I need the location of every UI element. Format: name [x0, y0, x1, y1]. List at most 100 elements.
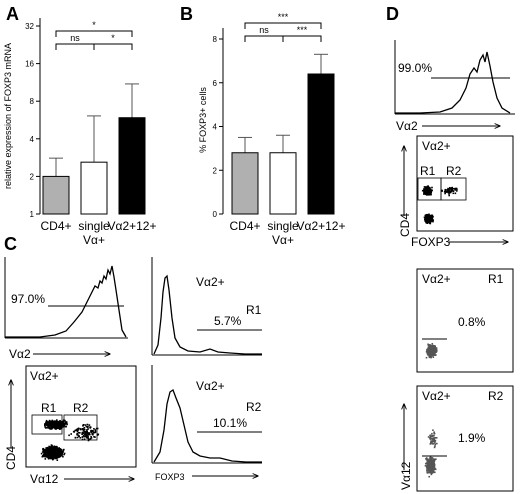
dot-c-low-890	[48, 452, 51, 454]
dot-dr2-up-57	[435, 437, 438, 439]
dot-dr2-292	[433, 468, 436, 470]
bar-chart-a: relative expression of FOXP3 mRNA 1 2 4 8 16…	[3, 18, 156, 247]
dot-dr1-387	[428, 356, 431, 359]
dot-dr2-272	[430, 457, 433, 459]
dot-d-hi-232	[428, 188, 430, 190]
dot-c-low-871	[50, 453, 53, 456]
dot-c-r-119	[51, 419, 54, 422]
dot-c-r-489	[58, 420, 60, 423]
y-axis-label-dot-d: CD4	[398, 213, 412, 237]
dot-d-hi-211	[424, 189, 427, 191]
dot-c-low-226	[41, 451, 44, 453]
dot-c-sparse-113	[91, 430, 94, 433]
dot-c-sparse-67	[81, 433, 84, 435]
dot-dr1-125	[435, 351, 438, 353]
dot-d-r2-16	[446, 190, 448, 193]
dot-c-sparse-78	[79, 432, 81, 434]
gate-label-r2-d: Vα2+	[422, 389, 451, 403]
dot-c-r-493	[50, 427, 52, 429]
dot-d-hi-35	[421, 189, 424, 192]
dot-dr2-354	[428, 468, 430, 471]
dot-c-low-510	[45, 447, 47, 449]
dot-c-low-803	[43, 453, 45, 455]
dot-c-low-776	[53, 456, 56, 458]
dot-c-low-854	[53, 448, 55, 450]
dot-c-low-886	[54, 448, 57, 451]
dot-c-sparse-100	[92, 433, 94, 436]
dot-c-low-868	[49, 450, 51, 452]
dot-c-sparse-46	[84, 435, 87, 438]
dot-d-r2-38	[454, 187, 457, 190]
dot-c-sparse-50	[74, 429, 76, 432]
dot-c-r-549	[52, 426, 54, 428]
panel-letter-a: A	[6, 4, 19, 24]
dot-c-sparse-59	[85, 431, 88, 434]
dot-c-sparse-97	[74, 436, 77, 439]
category-label-0-2: Vα2+12+	[108, 219, 157, 233]
dot-c-r-400	[49, 428, 51, 430]
bar-1-0	[231, 152, 259, 215]
dot-d-r2-59	[447, 189, 449, 192]
dot-c-low-743	[59, 452, 62, 455]
dot-dr2-347	[429, 471, 431, 473]
gate-label-r2-c: Vα2+	[196, 379, 225, 393]
dot-d-hi-238	[424, 191, 426, 193]
dot-c-r-277	[58, 427, 61, 429]
dot-c-low-402	[40, 452, 43, 455]
dot-d-low-271	[431, 216, 434, 219]
dot-c-sparse-110	[87, 425, 89, 428]
dot-d-hi-223	[428, 186, 431, 189]
dot-c-sparse-18	[83, 438, 86, 440]
significance-bracket-0-2	[55, 30, 133, 37]
dot-c-r-544	[60, 423, 62, 425]
region-label-r1-d-plot: R1	[488, 272, 504, 286]
dot-dr1-398	[432, 352, 435, 354]
dot-dr2-343	[425, 462, 427, 465]
dot-dr2-131	[433, 459, 436, 462]
dot-d-r2-40	[449, 187, 452, 190]
dot-d-hi-257	[426, 189, 428, 192]
dot-c-r-539	[54, 423, 56, 425]
dot-c-r-543	[53, 425, 56, 428]
dot-d-hi-89	[426, 194, 428, 196]
bar-chart-b: % FOXP3+ cells 0 2 4 6 8 CD4+ singleVα+Vα2+12+…	[198, 12, 345, 247]
dot-c-r-538	[51, 427, 53, 430]
dot-c-sparse-62	[84, 435, 86, 438]
dot-c-r-81	[66, 422, 68, 424]
dot-dr1-419	[430, 349, 432, 352]
dot-dr1-408	[431, 354, 434, 356]
dot-c-r-499	[58, 421, 61, 424]
dot-dr2-388	[431, 464, 434, 466]
dot-c-r-32	[65, 422, 67, 424]
region-label-r1-d: R1	[420, 164, 436, 178]
region-label-hist-r2-c: R2	[246, 400, 262, 414]
dot-c-sparse-116	[83, 424, 85, 426]
dot-d-hi-225	[431, 189, 433, 192]
dot-c-sparse-89	[76, 428, 79, 430]
dot-dr1-367	[426, 350, 429, 352]
dot-c-r-424	[62, 424, 65, 427]
dot-d-hi-258	[424, 192, 426, 194]
y-tick-label-0-5: 32	[25, 22, 34, 31]
dot-c-sparse-102	[88, 433, 90, 435]
dot-c-low-865	[61, 455, 63, 457]
dot-c-low-18	[63, 452, 66, 455]
dot-dr2-355	[432, 470, 435, 472]
dot-dr2-378	[428, 475, 430, 478]
dot-c-sparse-115	[83, 433, 86, 436]
dot-c-r-511	[49, 421, 51, 423]
dot-dr1-298	[427, 344, 430, 346]
dot-c-r-420	[51, 422, 53, 424]
y-axis-label-dot-c: CD4	[4, 446, 18, 470]
dot-dr1-170	[432, 356, 435, 358]
significance-label-0-1: *	[111, 33, 115, 43]
panel-letter-c: C	[4, 234, 17, 254]
x-axis-label-va2-d: Vα2	[396, 119, 418, 133]
percent-label-r1-c: 5.7%	[214, 314, 242, 328]
significance-bracket-1-0	[244, 35, 284, 42]
dot-c-r-278	[47, 427, 50, 429]
dot-c-sparse-106	[78, 432, 80, 434]
dot-c-low-566	[48, 447, 51, 450]
panel-letter-b: B	[180, 4, 193, 24]
dot-d-hi-118	[423, 193, 425, 195]
